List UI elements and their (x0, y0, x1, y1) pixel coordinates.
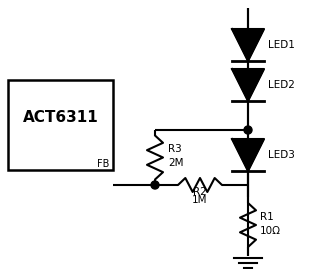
Text: LED1: LED1 (268, 40, 295, 50)
Polygon shape (232, 69, 264, 101)
Polygon shape (232, 29, 264, 61)
Text: LED3: LED3 (268, 150, 295, 160)
Polygon shape (232, 139, 264, 171)
Text: ACT6311: ACT6311 (23, 109, 98, 125)
Text: 2M: 2M (168, 158, 183, 168)
Text: R2: R2 (193, 187, 207, 197)
Circle shape (151, 181, 159, 189)
Text: R1: R1 (260, 212, 274, 222)
Text: FB: FB (97, 159, 109, 169)
Text: 1M: 1M (192, 195, 208, 205)
Text: LED2: LED2 (268, 80, 295, 90)
Text: 10Ω: 10Ω (260, 226, 281, 236)
Text: R3: R3 (168, 144, 182, 154)
Circle shape (244, 126, 252, 134)
Bar (8, 80, 113, 170)
